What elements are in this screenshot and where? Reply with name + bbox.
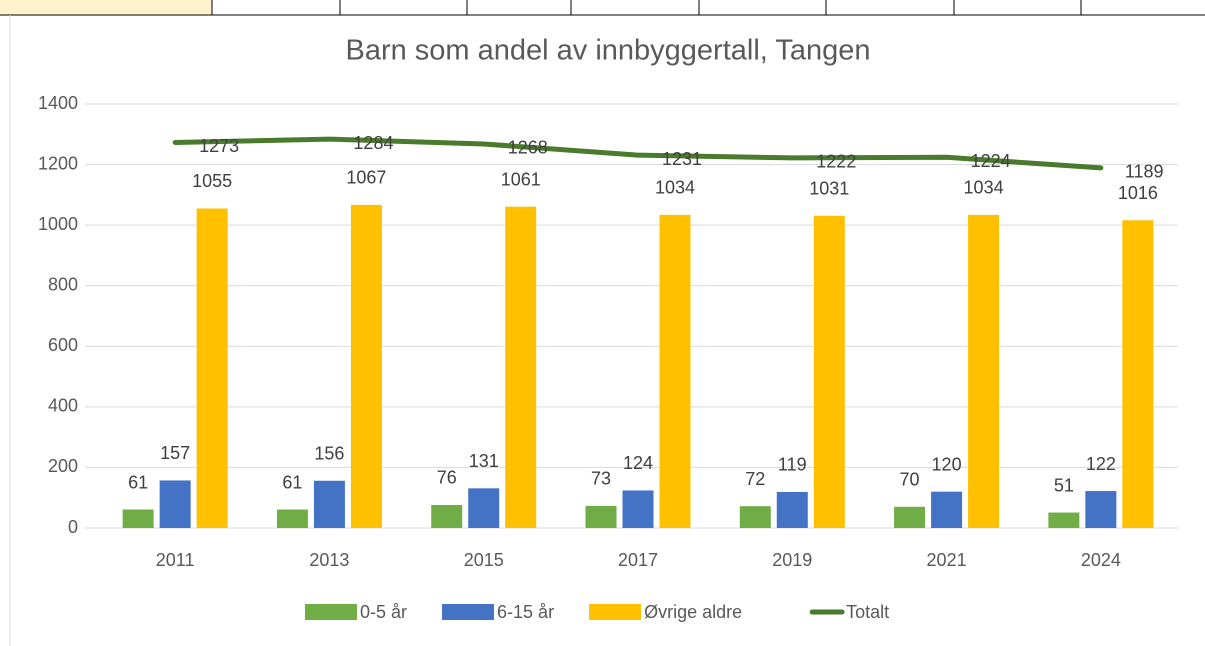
legend-swatch [442, 604, 495, 620]
legend-label: Totalt [846, 602, 889, 622]
data-label: 1034 [655, 178, 695, 198]
bar [505, 206, 537, 528]
x-tick-label: 2024 [1081, 550, 1121, 570]
bar [813, 215, 845, 529]
bar [1085, 491, 1117, 528]
y-tick-label: 400 [48, 396, 78, 416]
data-label: 1284 [353, 133, 393, 153]
data-label: 72 [745, 469, 765, 489]
data-label: 1222 [816, 152, 856, 172]
bar [468, 488, 500, 528]
y-tick-label: 800 [48, 274, 78, 294]
bar [1122, 220, 1154, 528]
bar [122, 509, 154, 528]
data-label: 51 [1054, 475, 1074, 495]
bar [776, 491, 808, 528]
data-label: 1067 [346, 168, 386, 188]
data-label: 131 [469, 451, 499, 471]
y-tick-label: 0 [68, 517, 78, 537]
data-label: 73 [591, 469, 611, 489]
x-tick-label: 2021 [927, 550, 967, 570]
chart-title: Barn som andel av innbyggertall, Tangen [345, 35, 870, 67]
data-label: 1034 [964, 178, 1004, 198]
data-label: 61 [282, 472, 302, 492]
bar [350, 204, 382, 528]
sheet-row [0, 0, 1205, 16]
data-label: 1273 [199, 136, 239, 156]
bar [276, 509, 308, 528]
bar [931, 491, 963, 528]
data-label: 122 [1086, 454, 1116, 474]
bar [196, 208, 228, 528]
data-label: 1031 [809, 179, 849, 199]
x-tick-label: 2011 [156, 550, 195, 570]
bar [585, 505, 617, 528]
y-tick-label: 200 [48, 456, 78, 476]
y-tick-label: 1000 [38, 214, 78, 234]
bar [659, 214, 691, 529]
y-tick-label: 1400 [38, 93, 78, 113]
data-label: 156 [314, 444, 344, 464]
data-label: 61 [128, 472, 148, 492]
data-label: 70 [900, 470, 920, 490]
selected-cell [0, 0, 212, 15]
bar [968, 214, 1000, 529]
x-tick-label: 2015 [464, 550, 504, 570]
bar [622, 490, 654, 528]
data-label: 1016 [1118, 183, 1158, 203]
legend-label: 6-15 år [497, 602, 554, 622]
line [172, 136, 1104, 171]
data-label: 1189 [1125, 162, 1164, 182]
y-tick-label: 600 [48, 335, 78, 355]
bar [431, 504, 463, 528]
data-label: 1224 [971, 151, 1011, 171]
x-tick-label: 2017 [618, 550, 658, 570]
x-tick-label: 2019 [772, 550, 812, 570]
data-label: 76 [437, 468, 457, 488]
data-label: 120 [932, 454, 962, 474]
legend-swatch [589, 604, 642, 620]
legend-label: 0-5 år [360, 602, 407, 622]
data-label: 119 [778, 455, 807, 475]
legend-swatch [305, 604, 357, 620]
bar [894, 506, 926, 528]
y-tick-label: 1200 [38, 153, 78, 173]
data-label: 1061 [501, 169, 541, 189]
data-label: 1268 [508, 138, 548, 158]
bar [313, 480, 345, 528]
data-label: 1231 [662, 149, 702, 169]
data-label: 1055 [192, 171, 232, 191]
x-tick-label: 2013 [309, 550, 349, 570]
data-label: 157 [160, 443, 190, 463]
bar [1048, 512, 1080, 528]
legend-label: Øvrige aldre [644, 602, 742, 622]
bar [739, 506, 771, 528]
data-label: 124 [623, 453, 653, 473]
bar [159, 480, 191, 528]
